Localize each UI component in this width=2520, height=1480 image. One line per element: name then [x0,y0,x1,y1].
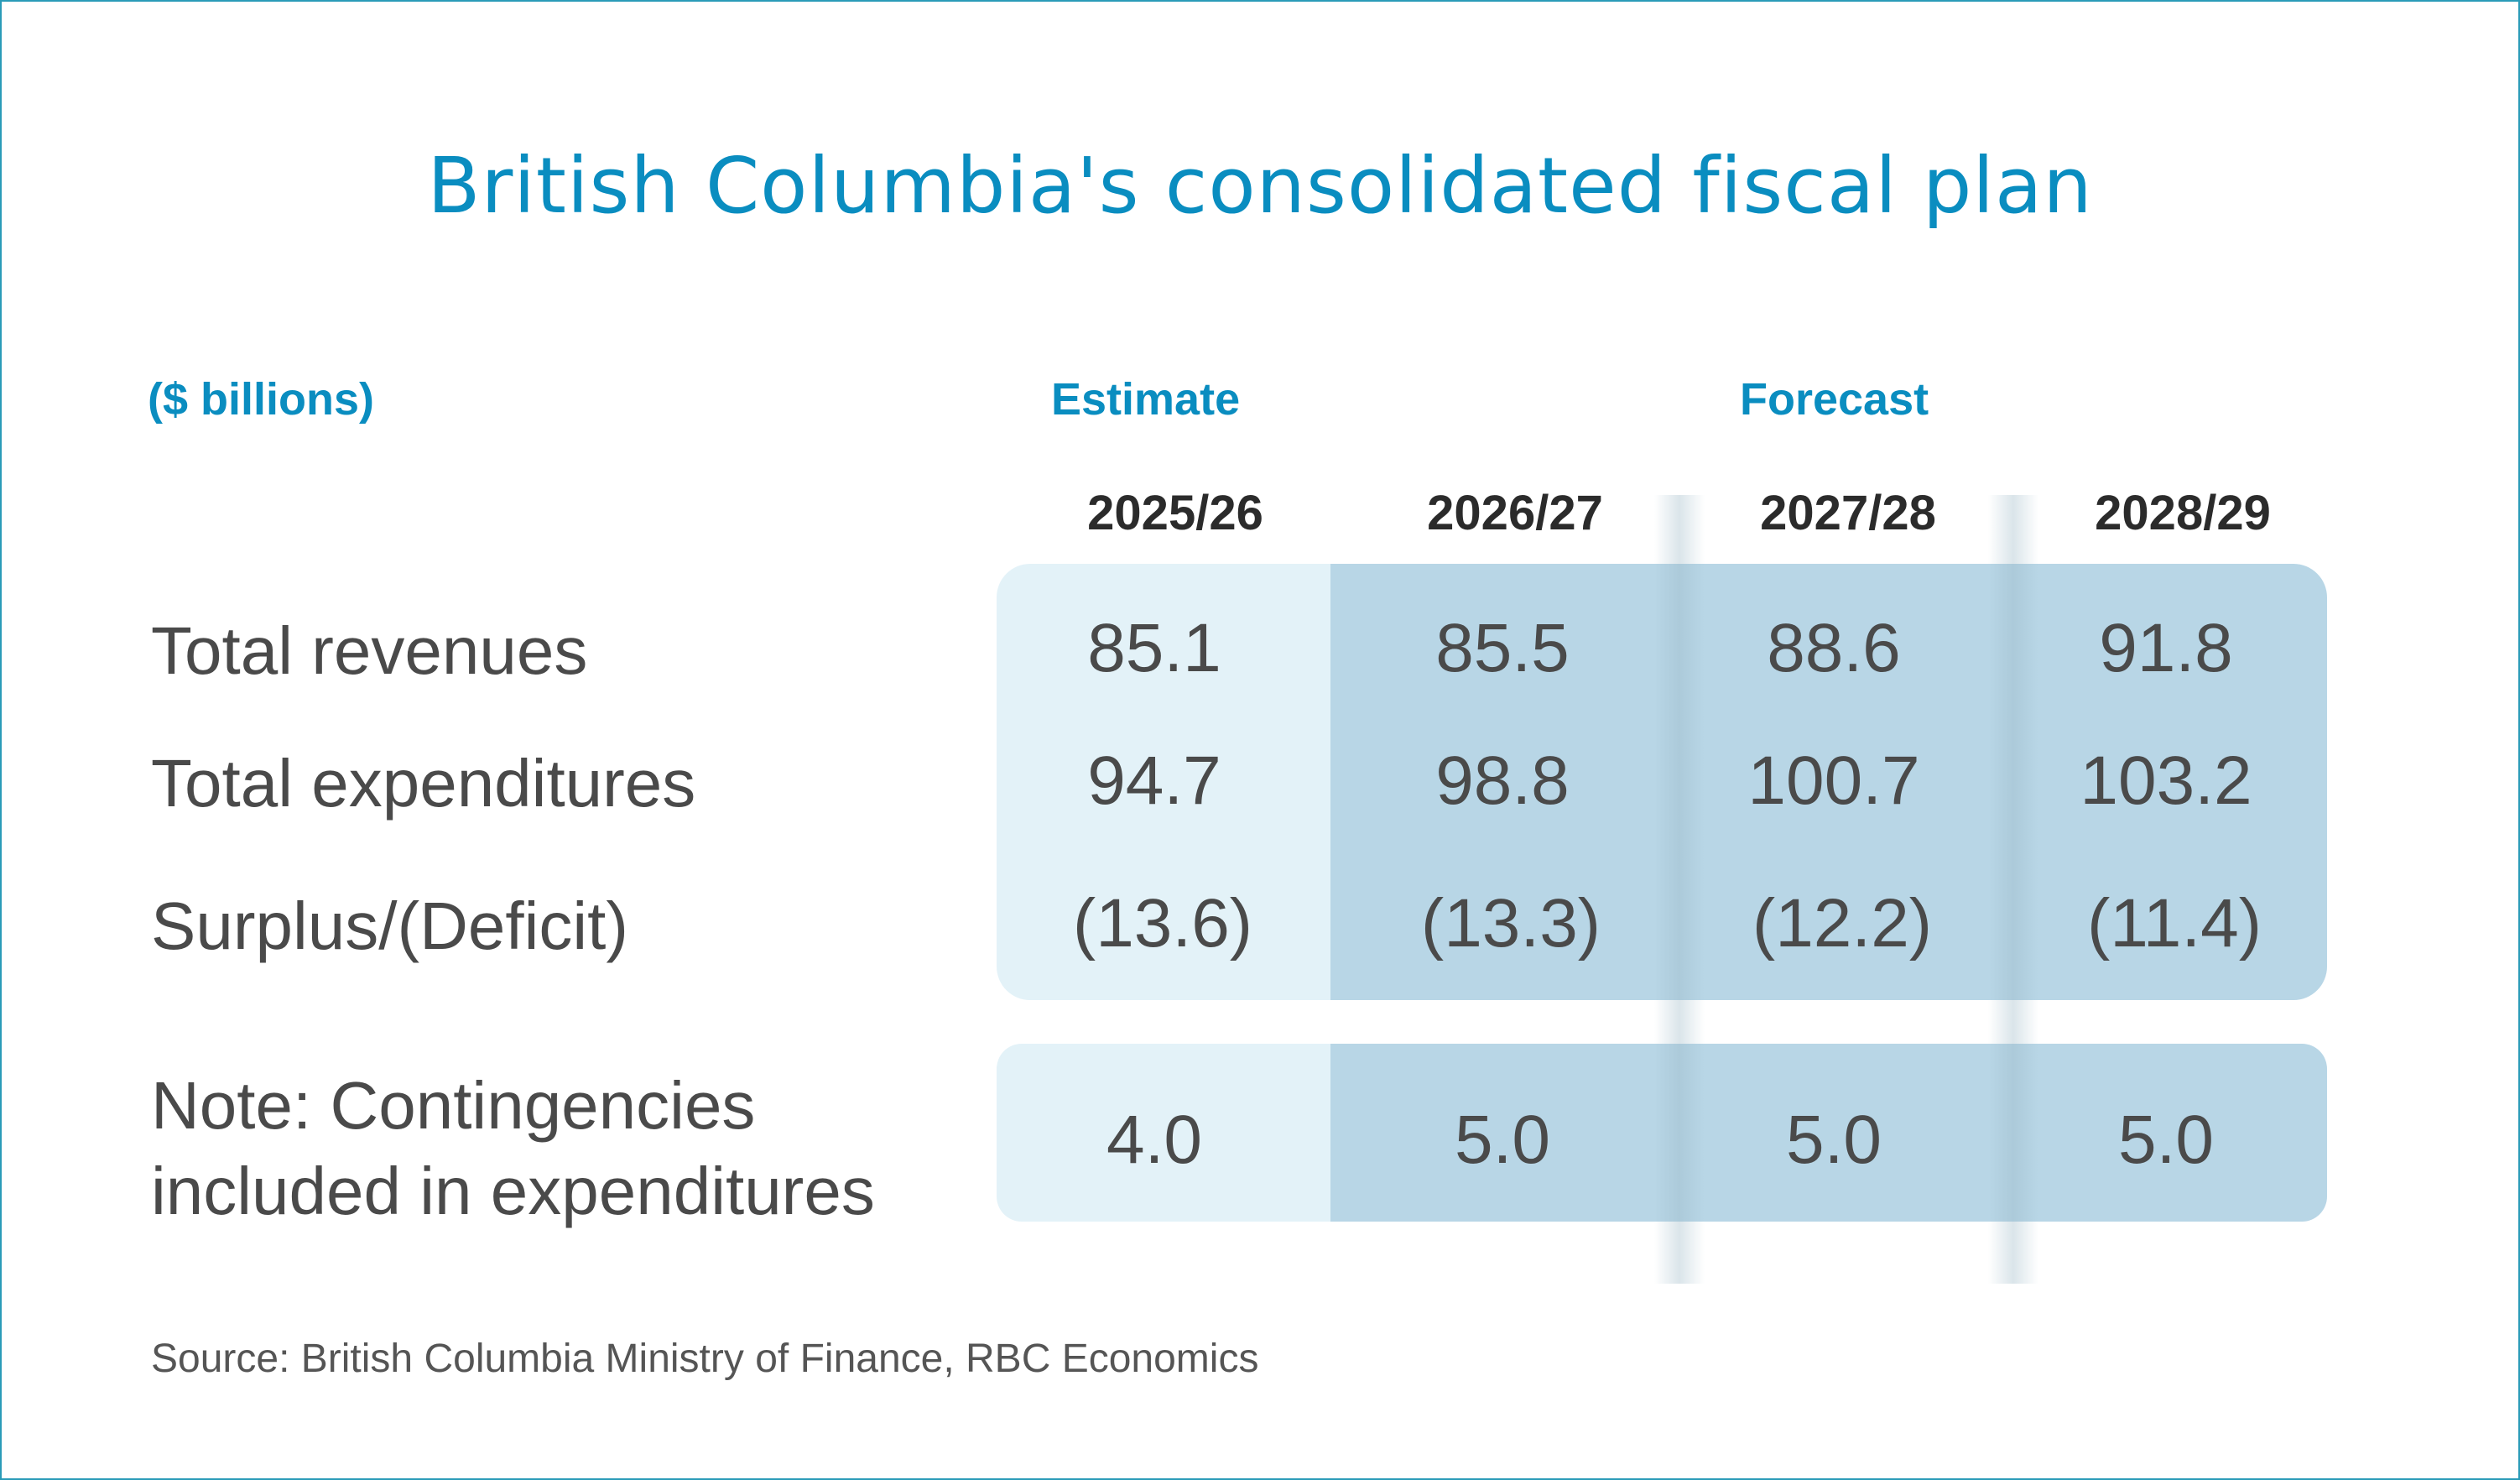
table-cell: 5.0 [1786,1102,1882,1178]
table-cell: 85.1 [1087,610,1221,686]
estimate-label: Estimate [1051,374,1241,425]
table-cell: 88.6 [1767,610,1901,686]
column-divider-shade [1654,495,1705,1284]
column-divider-shade [1988,495,2038,1284]
table-cell: (13.6) [1072,885,1253,961]
table-cell: 91.8 [2099,610,2233,686]
table-cell: 103.2 [2080,743,2252,819]
note-label-line2: included in expenditures [151,1154,875,1228]
table-cell: 4.0 [1106,1102,1202,1178]
note-label-line1: Note: Contingencies [151,1068,756,1143]
table-cell: (11.4) [2086,885,2262,961]
table-cell: (12.2) [1752,885,1933,961]
table-cell: 98.8 [1435,743,1570,819]
note-estimate-band [997,1044,1332,1222]
row-label-total-expenditures: Total expenditures [151,746,696,821]
estimate-band [997,564,1332,1000]
table-cell: 85.5 [1435,610,1570,686]
row-label-surplus-deficit: Surplus/(Deficit) [151,889,629,963]
note-forecast-band [1330,1044,2327,1222]
forecast-band [1330,564,2327,1000]
units-label: ($ billions) [148,374,374,425]
year-header: 2026/27 [1427,486,1603,540]
source-note: Source: British Columbia Ministry of Fin… [151,1337,1259,1381]
row-label-total-revenues: Total revenues [151,613,588,688]
table-cell: 5.0 [1455,1102,1550,1178]
table-cell: 94.7 [1087,743,1221,819]
forecast-label: Forecast [1740,374,1929,425]
year-header: 2027/28 [1760,486,1936,540]
year-header: 2028/29 [2095,486,2271,540]
table-cell: (13.3) [1420,885,1601,961]
table-cell: 5.0 [2118,1102,2214,1178]
page-title: British Columbia's consolidated fiscal p… [427,141,2093,231]
table-cell: 100.7 [1747,743,1920,819]
year-header: 2025/26 [1087,486,1263,540]
